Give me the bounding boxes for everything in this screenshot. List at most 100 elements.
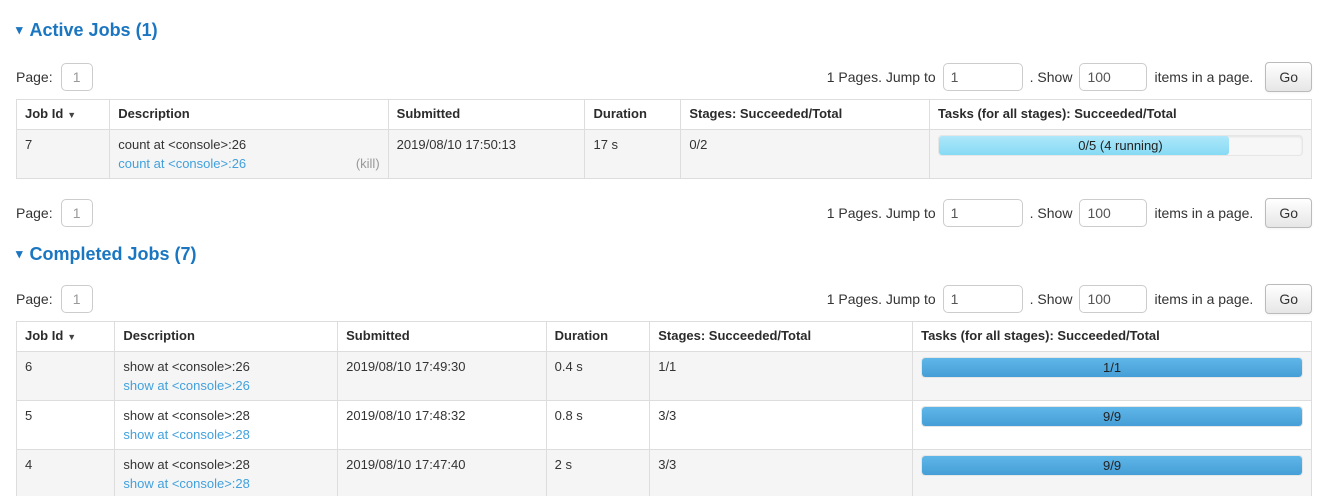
items-per-page-label: items in a page. xyxy=(1154,291,1254,307)
task-progress-label: 9/9 xyxy=(1103,409,1122,424)
submitted-cell: 2019/08/10 17:47:40 xyxy=(337,449,547,496)
job-description-text: show at <console>:28 xyxy=(123,408,250,423)
column-header-duration[interactable]: Duration xyxy=(545,321,651,352)
page-number-input[interactable] xyxy=(60,285,93,313)
pages-count-text: 1 Pages. Jump to xyxy=(826,69,936,85)
column-header-stages[interactable]: Stages: Succeeded/Total xyxy=(649,321,914,352)
job-detail-link[interactable]: show at <console>:28 xyxy=(123,476,250,491)
pagination-bar: Page: 1 Pages. Jump to . Show items in a… xyxy=(16,198,1312,228)
task-progress-fill xyxy=(938,136,1230,155)
column-header-submitted[interactable]: Submitted xyxy=(337,321,547,352)
task-progress-bar: 1/1 xyxy=(921,357,1303,378)
submitted-cell: 2019/08/10 17:48:32 xyxy=(337,400,547,450)
column-header-tasks[interactable]: Tasks (for all stages): Succeeded/Total xyxy=(928,99,1313,130)
sort-desc-icon: ▼ xyxy=(67,332,77,342)
job-description-text: count at <console>:26 xyxy=(118,137,247,152)
column-header-duration[interactable]: Duration xyxy=(584,99,682,130)
tasks-cell: 9/9 xyxy=(912,400,1312,450)
section-title-completed-jobs[interactable]: ▾ Completed Jobs (7) xyxy=(16,244,1312,264)
go-button[interactable]: Go xyxy=(1265,284,1312,314)
page-label: Page: xyxy=(16,291,53,307)
job-description-text: show at <console>:28 xyxy=(123,457,250,472)
job-description-text: show at <console>:26 xyxy=(123,359,250,374)
items-per-page-input[interactable] xyxy=(1079,63,1148,91)
pages-count-text: 1 Pages. Jump to xyxy=(826,205,936,221)
pagination-right: 1 Pages. Jump to . Show items in a page.… xyxy=(827,284,1312,314)
stages-cell: 0/2 xyxy=(680,129,930,179)
description-cell: show at <console>:28 show at <console>:2… xyxy=(114,449,339,496)
collapse-arrow-icon: ▾ xyxy=(16,246,23,261)
jump-to-page-input[interactable] xyxy=(942,285,1023,313)
column-header-description[interactable]: Description xyxy=(114,321,339,352)
stages-cell: 3/3 xyxy=(649,449,914,496)
job-id-cell: 7 xyxy=(15,129,111,179)
column-header-submitted[interactable]: Submitted xyxy=(387,99,586,130)
task-progress-bar: 9/9 xyxy=(921,455,1303,476)
sort-desc-icon: ▼ xyxy=(67,110,77,120)
job-detail-link[interactable]: count at <console>:26 xyxy=(118,156,247,171)
submitted-cell: 2019/08/10 17:50:13 xyxy=(387,129,586,179)
show-label: . Show xyxy=(1029,291,1073,307)
tasks-cell: 0/5 (4 running) xyxy=(928,129,1313,179)
task-progress-label: 1/1 xyxy=(1103,360,1122,375)
task-progress-label: 9/9 xyxy=(1103,458,1122,473)
pagination-bar: Page: 1 Pages. Jump to . Show items in a… xyxy=(16,62,1312,92)
task-progress-bar: 9/9 xyxy=(921,406,1303,427)
tasks-cell: 1/1 xyxy=(912,351,1312,401)
section-title-text: Completed Jobs (7) xyxy=(29,244,197,264)
duration-cell: 0.8 s xyxy=(545,400,651,450)
items-per-page-input[interactable] xyxy=(1079,285,1148,313)
items-per-page-label: items in a page. xyxy=(1154,205,1254,221)
page-label: Page: xyxy=(16,205,53,221)
column-header-job-id[interactable]: Job Id ▼ xyxy=(15,321,116,352)
items-per-page-label: items in a page. xyxy=(1154,69,1254,85)
submitted-cell: 2019/08/10 17:49:30 xyxy=(337,351,547,401)
table-row: 4 show at <console>:28 show at <console>… xyxy=(15,449,1312,496)
show-label: . Show xyxy=(1029,69,1073,85)
job-id-cell: 4 xyxy=(15,449,116,496)
page-number-input[interactable] xyxy=(60,199,93,227)
task-progress-fill xyxy=(922,407,1302,426)
active-jobs-table: Job Id ▼ Description Submitted Duration S… xyxy=(15,99,1313,179)
description-cell: show at <console>:28 show at <console>:2… xyxy=(114,400,339,450)
pagination-left: Page: xyxy=(16,199,93,227)
pagination-left: Page: xyxy=(16,63,93,91)
duration-cell: 2 s xyxy=(545,449,651,496)
collapse-arrow-icon: ▾ xyxy=(16,22,23,37)
task-progress-bar: 0/5 (4 running) xyxy=(937,135,1303,156)
jump-to-page-input[interactable] xyxy=(942,199,1023,227)
stages-cell: 1/1 xyxy=(649,351,914,401)
pagination-left: Page: xyxy=(16,285,93,313)
tasks-cell: 9/9 xyxy=(912,449,1312,496)
pages-count-text: 1 Pages. Jump to xyxy=(826,291,936,307)
jump-to-page-input[interactable] xyxy=(942,63,1023,91)
section-title-active-jobs[interactable]: ▾ Active Jobs (1) xyxy=(16,20,1312,40)
job-detail-link[interactable]: show at <console>:28 xyxy=(123,427,250,442)
pagination-right: 1 Pages. Jump to . Show items in a page.… xyxy=(827,198,1312,228)
job-detail-link[interactable]: show at <console>:26 xyxy=(123,378,250,393)
description-cell: show at <console>:26 show at <console>:2… xyxy=(114,351,339,401)
job-id-cell: 6 xyxy=(15,351,116,401)
page-number-input[interactable] xyxy=(60,63,93,91)
column-header-job-id[interactable]: Job Id ▼ xyxy=(15,99,111,130)
go-button[interactable]: Go xyxy=(1265,62,1312,92)
table-header-row: Job Id ▼ Description Submitted Duration S… xyxy=(15,321,1312,352)
kill-job-link[interactable]: (kill) xyxy=(355,156,380,171)
duration-cell: 0.4 s xyxy=(545,351,651,401)
column-header-stages[interactable]: Stages: Succeeded/Total xyxy=(680,99,930,130)
duration-cell: 17 s xyxy=(584,129,682,179)
completed-jobs-table: Job Id ▼ Description Submitted Duration S… xyxy=(15,321,1312,496)
show-label: . Show xyxy=(1029,205,1073,221)
task-progress-label: 0/5 (4 running) xyxy=(1078,138,1163,153)
table-row: 7 count at <console>:26 count at <consol… xyxy=(15,129,1313,179)
page-label: Page: xyxy=(16,69,53,85)
table-row: 5 show at <console>:28 show at <console>… xyxy=(15,400,1312,450)
stages-cell: 3/3 xyxy=(649,400,914,450)
table-row: 6 show at <console>:26 show at <console>… xyxy=(15,351,1312,401)
go-button[interactable]: Go xyxy=(1265,198,1312,228)
items-per-page-input[interactable] xyxy=(1079,199,1148,227)
column-header-tasks[interactable]: Tasks (for all stages): Succeeded/Total xyxy=(912,321,1312,352)
column-header-description[interactable]: Description xyxy=(109,99,389,130)
task-progress-fill xyxy=(922,456,1302,475)
